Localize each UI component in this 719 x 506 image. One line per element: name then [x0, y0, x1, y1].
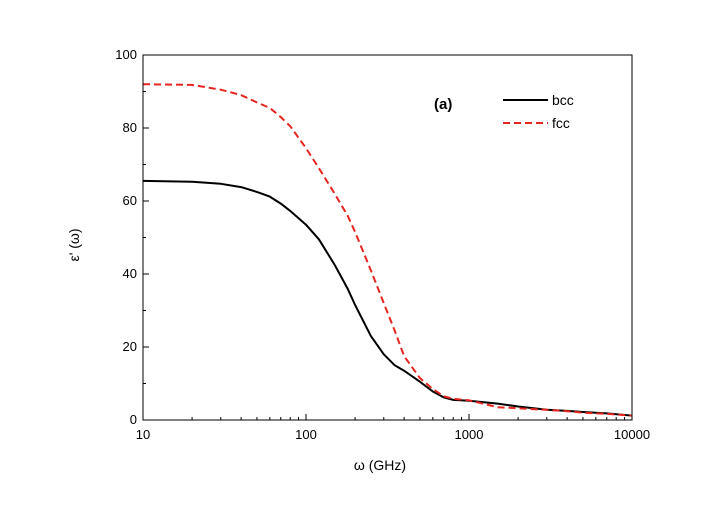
axes-layer: 0 20 40 60 80 100 10 100 1000 10000: [115, 47, 650, 442]
plot-frame: [142, 54, 633, 421]
series-line-bcc: [142, 179, 633, 417]
y-tick-label: 60: [123, 193, 137, 208]
x-tick-label: 100: [295, 427, 317, 442]
y-tick-label: 80: [123, 120, 137, 135]
panel-label: (a): [434, 96, 452, 113]
series-layer: [142, 83, 633, 417]
y-axis-title: ε' (ω): [66, 228, 82, 261]
legend: bcc fcc: [503, 92, 574, 131]
series-line-fcc: [142, 83, 633, 417]
y-tick-label: 20: [123, 339, 137, 354]
y-tick-label: 100: [115, 47, 137, 62]
x-tick-label: 1000: [455, 427, 484, 442]
x-axis-title: ω (GHz): [354, 457, 406, 473]
legend-label-bcc: bcc: [552, 92, 574, 108]
legend-label-fcc: fcc: [552, 115, 570, 131]
x-tick-label: 10: [136, 427, 150, 442]
y-tick-label: 40: [123, 266, 137, 281]
y-tick-label: 0: [130, 412, 137, 427]
x-tick-label: 10000: [614, 427, 650, 442]
